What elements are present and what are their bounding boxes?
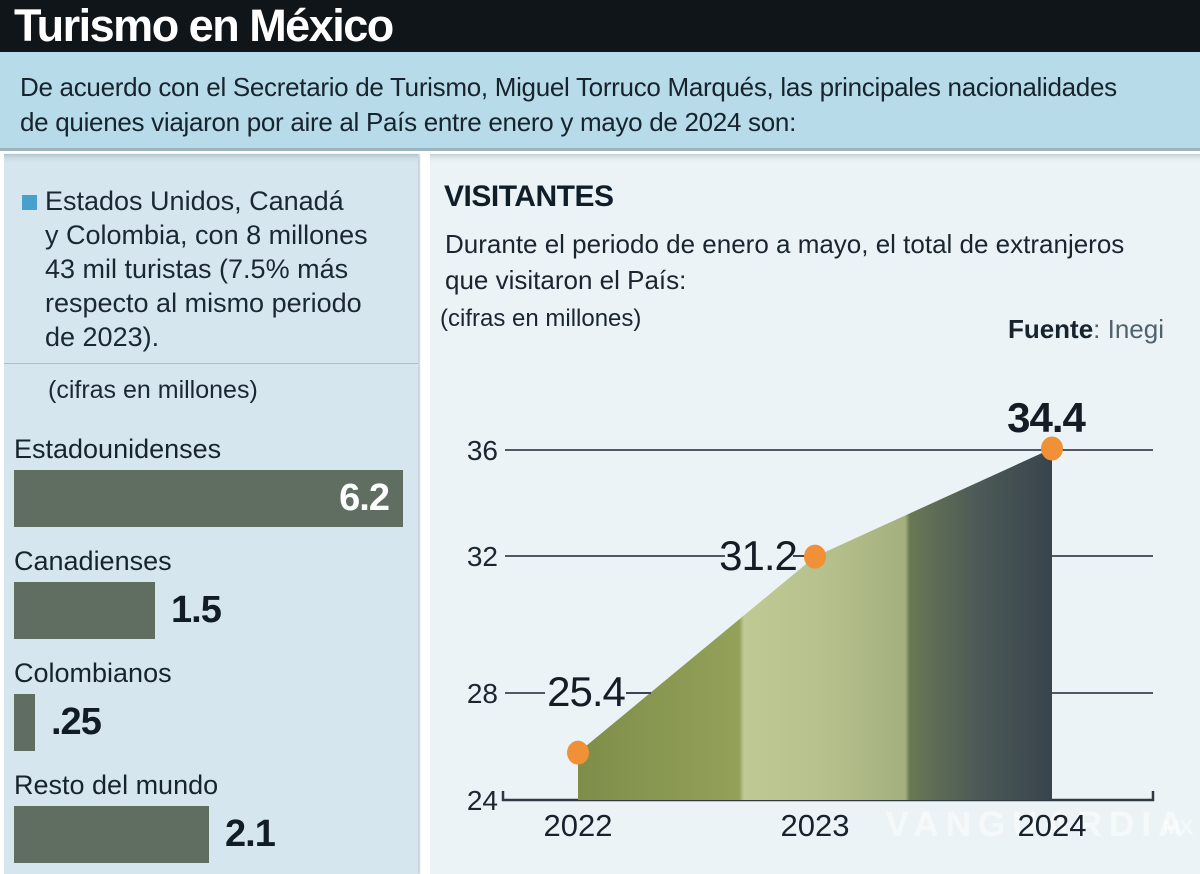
source-value: : Inegi <box>1093 314 1164 344</box>
subtitle-line: de quienes viajaron por aire al País ent… <box>20 107 796 137</box>
left-panel: Estados Unidos, Canadá y Colombia, con 8… <box>4 154 418 874</box>
bar-row: Estadounidenses 6.2 <box>14 434 418 527</box>
y-tick-label: 36 <box>467 435 498 466</box>
key-fact-text: Estados Unidos, Canadá y Colombia, con 8… <box>45 184 368 354</box>
header-bar: Turismo en México <box>0 0 1200 52</box>
section-description: Durante el periodo de enero a mayo, el t… <box>445 226 1124 298</box>
bar-rect <box>14 694 35 751</box>
x-tick-label: 2022 <box>544 808 613 843</box>
bar-value: 6.2 <box>339 477 390 519</box>
bar-value: 1.5 <box>171 589 222 631</box>
divider <box>4 363 418 364</box>
data-point-label: 31.2 <box>719 532 797 579</box>
bar-rect: 6.2 <box>14 470 403 527</box>
subtitle-text: De acuerdo con el Secretario de Turismo,… <box>20 70 1117 140</box>
data-point-dot <box>567 740 589 765</box>
data-point-dot <box>804 544 826 569</box>
bar-rect <box>14 806 209 863</box>
page-title: Turismo en México <box>14 0 394 51</box>
data-point-label: 34.4 <box>1007 394 1086 441</box>
units-note-left: (cifras en millones) <box>48 376 258 404</box>
bar-track: .25 <box>14 694 418 751</box>
key-fact-line: de 2023). <box>45 322 160 352</box>
bar-track: 1.5 <box>14 582 418 639</box>
bar-row: Colombianos .25 <box>14 658 418 751</box>
right-panel: 36 32 28 24 VANGUARDIA MX 25.4 31.2 34.4 2022 2023… <box>430 154 1200 874</box>
bar-category-label: Resto del mundo <box>14 770 219 800</box>
source-label: Fuente <box>1007 314 1094 344</box>
bar-category-label: Estadounidenses <box>14 434 222 464</box>
subtitle-band: De acuerdo con el Secretario de Turismo,… <box>0 52 1200 151</box>
y-tick-label: 24 <box>467 785 498 816</box>
y-tick-label: 28 <box>467 678 498 709</box>
bar-category-label: Colombianos <box>14 658 172 688</box>
key-fact-line: 43 mil turistas (7.5% más <box>45 254 349 284</box>
x-tick-label: 2024 <box>1018 808 1087 843</box>
nationalities-bar-chart: Estadounidenses 6.2 Canadienses 1.5 Colombia… <box>14 434 418 874</box>
key-fact-line: y Colombia, con 8 millones <box>45 220 368 250</box>
data-point-label: 25.4 <box>547 668 625 715</box>
watermark-text: VANGUARDIA <box>886 805 1191 844</box>
x-tick-label: 2023 <box>781 808 850 843</box>
description-line: que visitaron el País: <box>445 265 687 295</box>
bar-value: .25 <box>51 701 102 743</box>
bar-row: Canadienses 1.5 <box>14 546 418 639</box>
bar-rect <box>14 582 155 639</box>
section-heading: VISITANTES <box>444 180 614 213</box>
source-note: Fuente: Inegi <box>1008 314 1164 345</box>
key-fact-line: respecto al mismo periodo <box>45 288 362 318</box>
watermark-suffix: MX <box>1163 817 1194 839</box>
y-tick-label: 32 <box>467 541 498 572</box>
data-point-dot <box>1041 436 1063 461</box>
bar-track: 2.1 <box>14 806 418 863</box>
key-fact-line: Estados Unidos, Canadá <box>45 186 344 216</box>
bar-track: 6.2 <box>14 470 418 527</box>
bullet-square-icon <box>22 195 37 210</box>
bar-row: Resto del mundo 2.1 <box>14 770 418 863</box>
bar-value: 2.1 <box>225 813 276 855</box>
bar-category-label: Canadienses <box>14 546 172 576</box>
subtitle-line: De acuerdo con el Secretario de Turismo,… <box>20 72 1117 102</box>
description-line: Durante el periodo de enero a mayo, el t… <box>445 229 1125 259</box>
units-note-right: (cifras en millones) <box>440 305 642 332</box>
area-series <box>578 448 1052 800</box>
